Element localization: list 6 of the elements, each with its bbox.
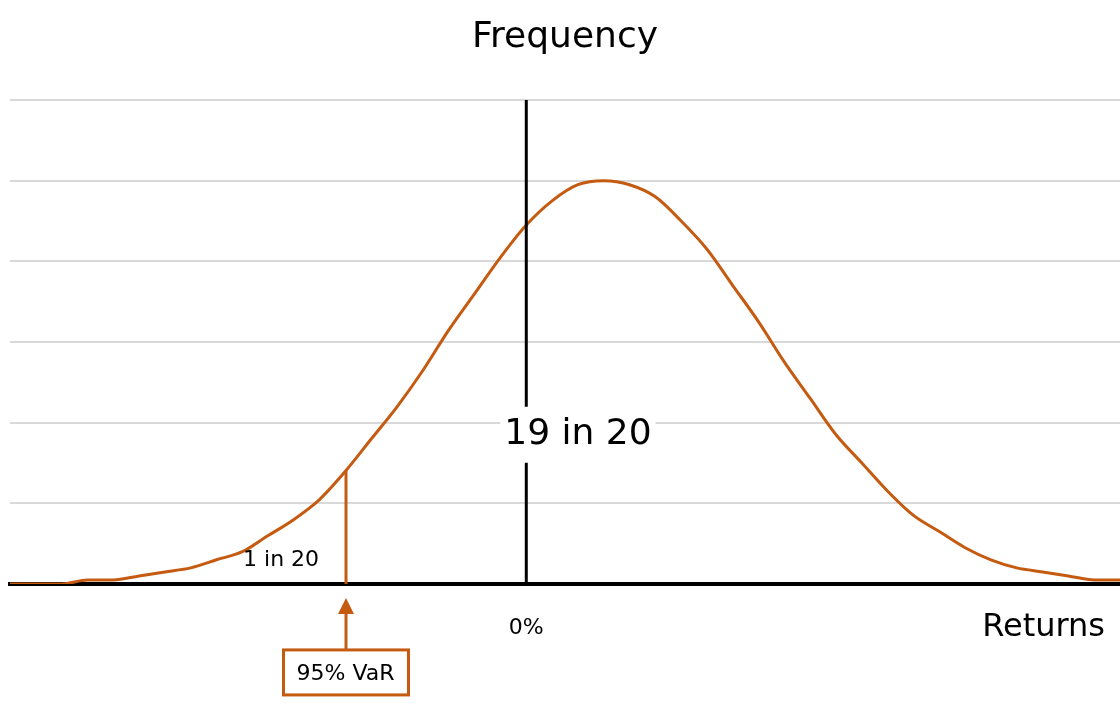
annotation: 1 in 20: [243, 545, 320, 571]
y-axis-title: Frequency: [472, 14, 658, 56]
text: 0%: [508, 613, 544, 639]
text: 95% VaR: [296, 659, 395, 685]
x-axis-title: Returns: [982, 606, 1105, 645]
annotation: 19 in 20: [504, 411, 652, 453]
